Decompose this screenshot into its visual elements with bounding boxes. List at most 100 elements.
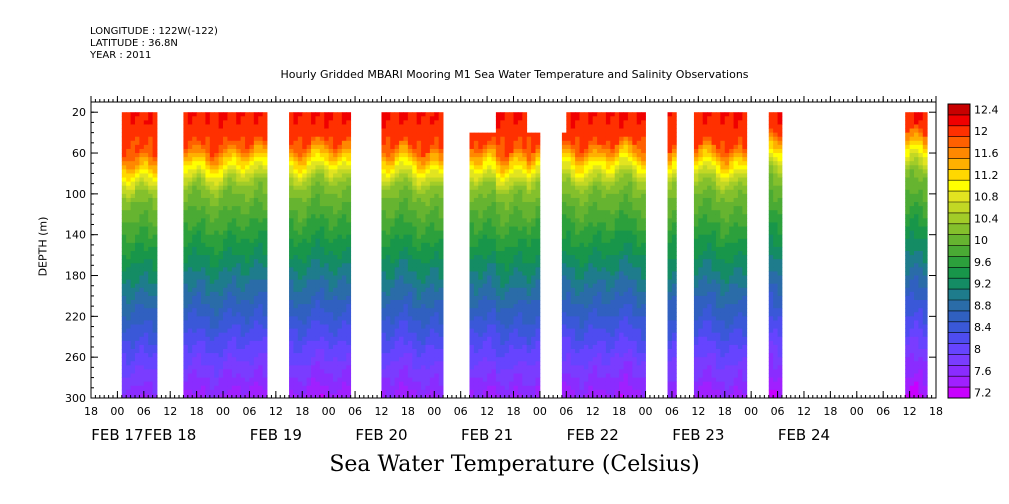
colorbar-swatch <box>948 354 970 366</box>
data-segment <box>183 112 268 399</box>
data-segment <box>905 112 928 399</box>
x-tick-label: 00 <box>533 405 547 418</box>
x-tick-label: 12 <box>691 405 705 418</box>
x-tick-label: 06 <box>242 405 256 418</box>
longitude-label: LONGITUDE : 122W(-122) <box>90 26 218 37</box>
date-label: FEB 19 <box>250 426 302 444</box>
colorbar-label: 7.2 <box>974 387 992 400</box>
x-tick-label: 00 <box>110 405 124 418</box>
data-segment <box>121 112 158 399</box>
chart-caption: Sea Water Temperature (Celsius) <box>329 452 700 477</box>
colorbar-swatch <box>948 365 970 377</box>
x-tick-label: 18 <box>190 405 204 418</box>
y-tick-label: 300 <box>65 392 86 405</box>
data-segment <box>667 112 677 399</box>
date-label: FEB 17 <box>91 426 143 444</box>
x-tick-label: 18 <box>84 405 98 418</box>
y-tick-label: 100 <box>65 188 86 201</box>
colorbar-label: 12.4 <box>974 103 999 116</box>
colorbar-label: 8.4 <box>974 321 992 334</box>
x-tick-label: 18 <box>823 405 837 418</box>
colorbar-swatch <box>948 234 970 246</box>
x-tick-label: 06 <box>454 405 468 418</box>
y-tick-label: 60 <box>72 147 86 160</box>
x-tick-label: 00 <box>216 405 230 418</box>
colorbar-swatch <box>948 125 970 137</box>
colorbar-swatch <box>948 289 970 301</box>
x-tick-label: 12 <box>269 405 283 418</box>
colorbar-label: 12 <box>974 125 988 138</box>
x-tick-label: 06 <box>665 405 679 418</box>
colorbar-swatch <box>948 267 970 279</box>
colorbar-label: 11.2 <box>974 169 999 182</box>
colorbar-swatch <box>948 245 970 257</box>
colorbar-frame <box>947 103 971 399</box>
x-tick-label: 00 <box>639 405 653 418</box>
colorbar-swatch <box>948 212 970 225</box>
x-tick-label: 12 <box>903 405 917 418</box>
date-label: FEB 23 <box>672 426 724 444</box>
data-segment <box>381 112 444 399</box>
x-tick-label: 12 <box>163 405 177 418</box>
colorbar-swatch <box>948 202 970 214</box>
y-tick-label: 220 <box>65 310 86 323</box>
data-segment <box>469 132 497 399</box>
x-tick-label: 06 <box>559 405 573 418</box>
y-tick-label: 20 <box>72 106 86 119</box>
chart-title: Hourly Gridded MBARI Mooring M1 Sea Wate… <box>280 68 749 81</box>
x-tick-label: 18 <box>929 405 943 418</box>
colorbar-swatch <box>948 300 970 312</box>
colorbar-swatch <box>948 180 970 192</box>
colorbar-swatch <box>948 104 970 116</box>
colorbar-swatch <box>948 256 970 268</box>
data-segment <box>693 112 748 399</box>
x-tick-label: 12 <box>480 405 494 418</box>
colorbar-label: 8.8 <box>974 299 992 312</box>
x-tick-label: 00 <box>850 405 864 418</box>
y-tick-label: 260 <box>65 351 86 364</box>
colorbar-label: 7.6 <box>974 365 992 378</box>
year-label: YEAR : 2011 <box>90 50 152 61</box>
x-tick-label: 18 <box>295 405 309 418</box>
data-segment <box>526 132 541 399</box>
date-label: FEB 22 <box>567 426 619 444</box>
data-segment <box>561 132 567 399</box>
colorbar-swatch <box>948 376 970 388</box>
colorbar-swatch <box>948 147 970 159</box>
x-tick-label: 18 <box>612 405 626 418</box>
colorbar-swatch <box>948 136 970 148</box>
x-tick-label: 18 <box>507 405 521 418</box>
latitude-label: LATITUDE : 36.8N <box>90 38 178 49</box>
colorbar-swatch <box>948 321 970 333</box>
colorbar-swatch <box>948 158 970 170</box>
x-tick-label: 18 <box>718 405 732 418</box>
colorbar-swatch <box>948 114 970 127</box>
x-tick-label: 00 <box>744 405 758 418</box>
data-segment <box>289 112 352 399</box>
colorbar-label: 8 <box>974 343 981 356</box>
x-tick-label: 06 <box>876 405 890 418</box>
date-label: FEB 18 <box>144 426 196 444</box>
colorbar-label: 9.6 <box>974 256 992 269</box>
x-tick-label: 06 <box>771 405 785 418</box>
date-label: FEB 21 <box>461 426 513 444</box>
x-tick-label: 06 <box>348 405 362 418</box>
colorbar-label: 9.2 <box>974 278 992 291</box>
x-tick-label: 12 <box>586 405 600 418</box>
colorbar-swatch <box>948 191 970 203</box>
colorbar-swatch <box>948 343 970 355</box>
colorbar-label: 11.6 <box>974 147 999 160</box>
colorbar-swatch <box>948 310 970 323</box>
date-label: FEB 20 <box>355 426 407 444</box>
colorbar-swatch <box>948 223 970 235</box>
x-tick-label: 18 <box>401 405 415 418</box>
x-tick-label: 06 <box>137 405 151 418</box>
data-segment <box>566 112 646 399</box>
x-tick-label: 12 <box>797 405 811 418</box>
colorbar-swatch <box>948 387 970 399</box>
colorbar-label: 10.8 <box>974 191 999 204</box>
x-tick-label: 12 <box>374 405 388 418</box>
colorbar-swatch <box>948 169 970 181</box>
